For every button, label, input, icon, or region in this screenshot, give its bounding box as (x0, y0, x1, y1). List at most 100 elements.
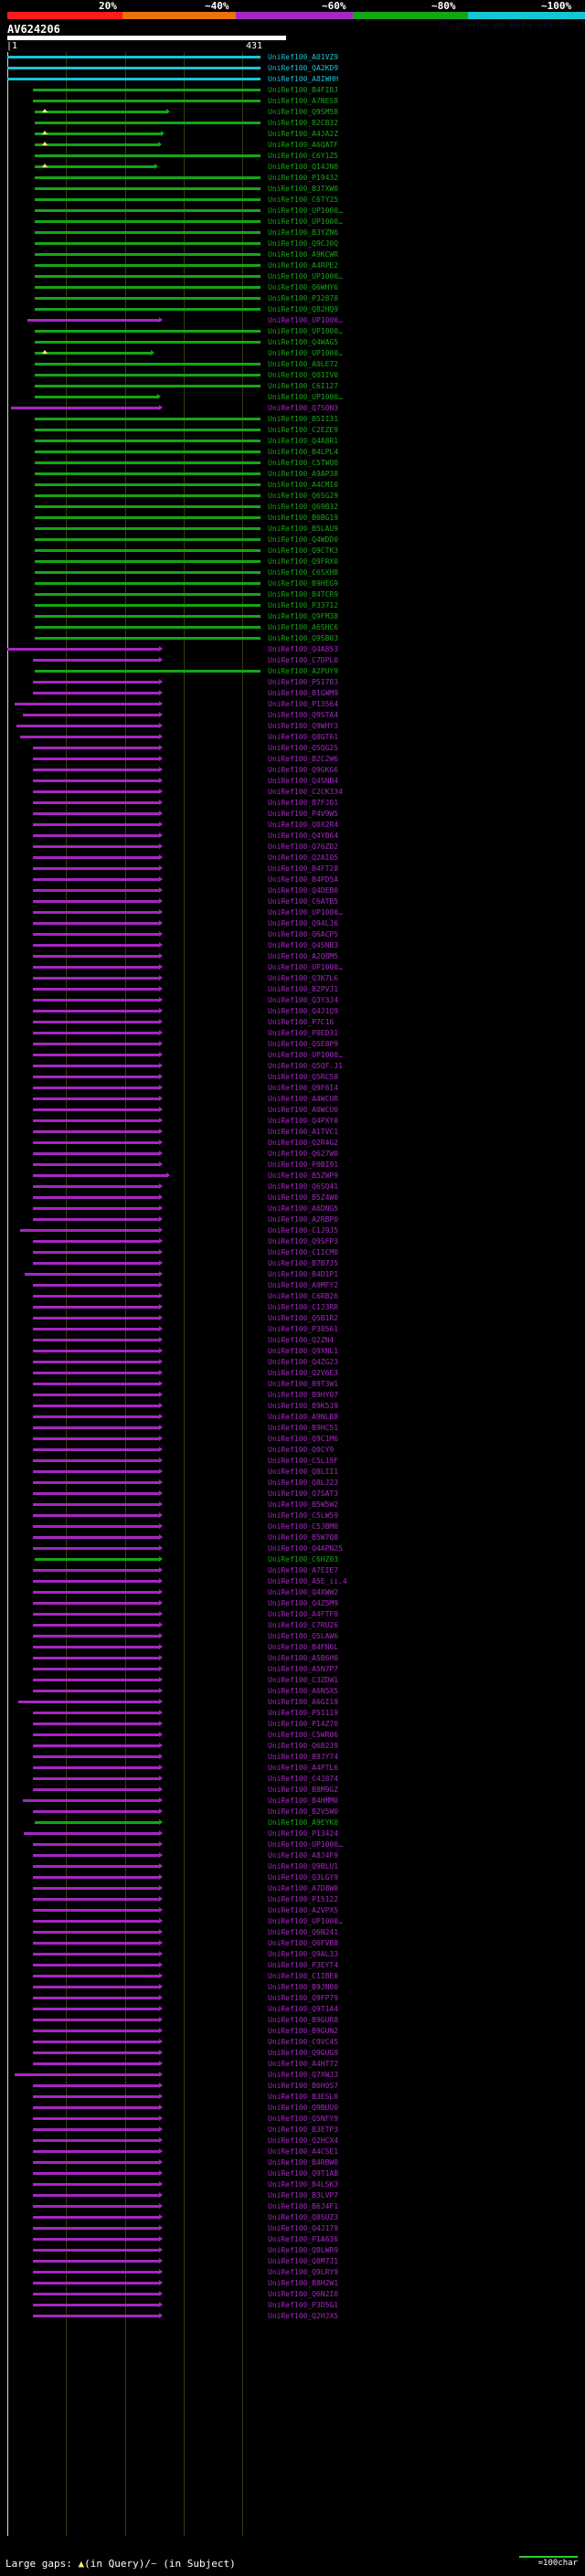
subject-id-label[interactable]: UniRef100_UP1000… (268, 272, 343, 281)
hit-bar[interactable] (33, 911, 159, 914)
subject-id-label[interactable]: UniRef100_A9AP38 (268, 470, 339, 478)
hit-bar[interactable] (33, 1854, 159, 1857)
hit-row[interactable]: UniRef100_B9HEG9 (0, 578, 585, 589)
hit-row[interactable]: UniRef100_A9KCWR (0, 249, 585, 260)
hit-bar[interactable] (20, 736, 159, 738)
hit-bar[interactable] (34, 396, 157, 398)
hit-bar[interactable] (33, 1284, 159, 1287)
hit-row[interactable]: UniRef100_A4FTF9 (0, 1609, 585, 1620)
subject-id-label[interactable]: UniRef100_Q01IV0 (268, 371, 339, 379)
hit-row[interactable]: UniRef100_A4WCUR (0, 1094, 585, 1105)
subject-id-label[interactable]: UniRef100_B4FI8J (268, 86, 339, 94)
hit-row[interactable]: UniRef100_P13424 (0, 1829, 585, 1839)
hit-row[interactable]: UniRef100_Q7S0N3 (0, 403, 585, 414)
subject-id-label[interactable]: UniRef100_Q4PXY0 (268, 1117, 339, 1125)
hit-bar[interactable] (33, 1690, 159, 1692)
hit-row[interactable]: UniRef100_P1A636 (0, 2234, 585, 2245)
subject-id-label[interactable]: UniRef100_Q4YB64 (268, 832, 339, 840)
subject-id-label[interactable]: UniRef100_C7RU26 (268, 1621, 339, 1629)
subject-id-label[interactable]: UniRef100_Q6WHY6 (268, 283, 339, 292)
subject-id-label[interactable]: UniRef100_UP1000… (268, 908, 343, 917)
subject-id-label[interactable]: UniRef100_A9KCWR (268, 250, 339, 259)
subject-id-label[interactable]: UniRef100_Q5QG25 (268, 744, 339, 752)
subject-id-label[interactable]: UniRef100_Q9SB03 (268, 634, 339, 642)
subject-id-label[interactable]: UniRef100_A6QATF (268, 141, 339, 149)
subject-id-label[interactable]: UniRef100_P3EYT4 (268, 1961, 339, 1969)
hit-row[interactable]: UniRef100_Q9CJ0Q (0, 239, 585, 249)
hit-row[interactable]: UniRef100_A5E_ii.4 (0, 1576, 585, 1587)
hit-row[interactable]: UniRef100_A8J4F9 (0, 1850, 585, 1861)
subject-id-label[interactable]: UniRef100_C1J9J5 (268, 1226, 339, 1235)
hit-row[interactable]: UniRef100_Q01IV0 (0, 370, 585, 381)
hit-bar[interactable] (34, 330, 261, 333)
hit-bar[interactable] (33, 1766, 159, 1769)
hit-bar[interactable] (33, 1097, 159, 1100)
hit-row[interactable]: UniRef100_A6SHC6 (0, 622, 585, 633)
hit-row[interactable]: UniRef100_Q5NFY9 (0, 2114, 585, 2125)
hit-row[interactable]: UniRef100_A4CMI0 (0, 480, 585, 491)
hit-row[interactable]: UniRef100_UP1000… (0, 217, 585, 228)
hit-bar[interactable] (33, 1492, 159, 1495)
subject-id-label[interactable]: UniRef100_P33712 (268, 601, 339, 610)
subject-id-label[interactable]: UniRef100_Q4WAG5 (268, 338, 339, 346)
hit-bar[interactable] (33, 977, 159, 980)
hit-row[interactable]: UniRef100_B3YZN6 (0, 228, 585, 239)
hit-bar[interactable] (33, 1580, 159, 1583)
subject-id-label[interactable]: UniRef100_Q5E8P9 (268, 1040, 339, 1048)
hit-row[interactable]: UniRef100_Q94LJ6 (0, 918, 585, 929)
hit-row[interactable]: UniRef100_A0WCU0 (0, 1105, 585, 1116)
subject-id-label[interactable]: UniRef100_Q4A853 (268, 645, 339, 653)
hit-row[interactable]: UniRef100_UP1000… (0, 962, 585, 973)
hit-row[interactable]: UniRef100_P19432 (0, 173, 585, 184)
subject-id-label[interactable]: UniRef100_P19432 (268, 174, 339, 182)
hit-bar[interactable] (33, 1887, 159, 1890)
subject-id-label[interactable]: UniRef100_C1IBE0 (268, 1972, 339, 1980)
subject-id-label[interactable]: UniRef100_Q0X2R4 (268, 821, 339, 829)
hit-bar[interactable] (10, 407, 159, 409)
hit-row[interactable]: UniRef100_B6H0S7 (0, 2081, 585, 2092)
subject-id-label[interactable]: UniRef100_Q9T1AB (268, 2169, 339, 2178)
hit-bar[interactable] (33, 1043, 159, 1045)
hit-row[interactable]: UniRef100_P14Z70 (0, 1719, 585, 1730)
hit-bar[interactable] (33, 1087, 159, 1089)
hit-row[interactable]: UniRef100_B3ESL0 (0, 2092, 585, 2103)
hit-row[interactable]: UniRef100_B4FI8J (0, 85, 585, 96)
subject-id-label[interactable]: UniRef100_UP1000… (268, 1917, 343, 1925)
hit-bar[interactable] (33, 1876, 159, 1879)
hit-row[interactable]: UniRef100_B8M9GZ (0, 1785, 585, 1796)
subject-id-label[interactable]: UniRef100_B4LPL4 (268, 448, 339, 456)
hit-row[interactable]: UniRef100_Q6SG29 (0, 491, 585, 502)
hit-row[interactable]: UniRef100_A2VPX5 (0, 1905, 585, 1916)
hit-row[interactable]: UniRef100_Q9STA4 (0, 710, 585, 721)
subject-id-label[interactable]: UniRef100_A7NES8 (268, 97, 339, 105)
subject-id-label[interactable]: UniRef100_C2EZE9 (268, 426, 339, 434)
hit-row[interactable]: UniRef100_B9JN00 (0, 1982, 585, 1993)
hit-row[interactable]: UniRef100_Q9SFP3 (0, 1236, 585, 1247)
hit-row[interactable]: UniRef100_Q9FRX0 (0, 557, 585, 567)
subject-id-label[interactable]: UniRef100_Q4ZG23 (268, 1358, 339, 1366)
hit-row[interactable]: UniRef100_Q6ACP5 (0, 929, 585, 940)
subject-id-label[interactable]: UniRef100_B9HY07 (268, 1391, 339, 1399)
subject-id-label[interactable]: UniRef100_C9VC45 (268, 2038, 339, 2046)
hit-bar[interactable] (33, 1964, 159, 1966)
hit-bar[interactable] (33, 1394, 159, 1396)
hit-bar[interactable] (33, 2128, 159, 2131)
hit-row[interactable]: UniRef100_Q0X2R4 (0, 820, 585, 831)
hit-bar[interactable] (33, 1536, 159, 1539)
subject-id-label[interactable]: UniRef100_C5L19F (268, 1457, 339, 1465)
subject-id-label[interactable]: UniRef100_A4RPE2 (268, 261, 339, 270)
subject-id-label[interactable]: UniRef100_P5I783 (268, 678, 339, 686)
hit-row[interactable]: UniRef100_Q9LRY9 (0, 2267, 585, 2278)
hit-row[interactable]: UniRef100_C5L19F (0, 1456, 585, 1467)
hit-bar[interactable] (33, 2194, 159, 2197)
hit-bar[interactable] (33, 1865, 159, 1868)
hit-row[interactable]: UniRef100_A2RBP0 (0, 1214, 585, 1225)
hit-bar[interactable] (33, 2271, 159, 2274)
hit-bar[interactable] (33, 1602, 159, 1605)
hit-bar[interactable] (33, 2205, 159, 2208)
hit-row[interactable]: UniRef100_B3TXW0 (0, 184, 585, 195)
hit-bar[interactable] (33, 1152, 159, 1155)
subject-id-label[interactable]: UniRef100_Q7S0N3 (268, 404, 339, 412)
hit-bar[interactable] (33, 2062, 159, 2065)
subject-id-label[interactable]: UniRef100_A4WCUR (268, 1095, 339, 1103)
